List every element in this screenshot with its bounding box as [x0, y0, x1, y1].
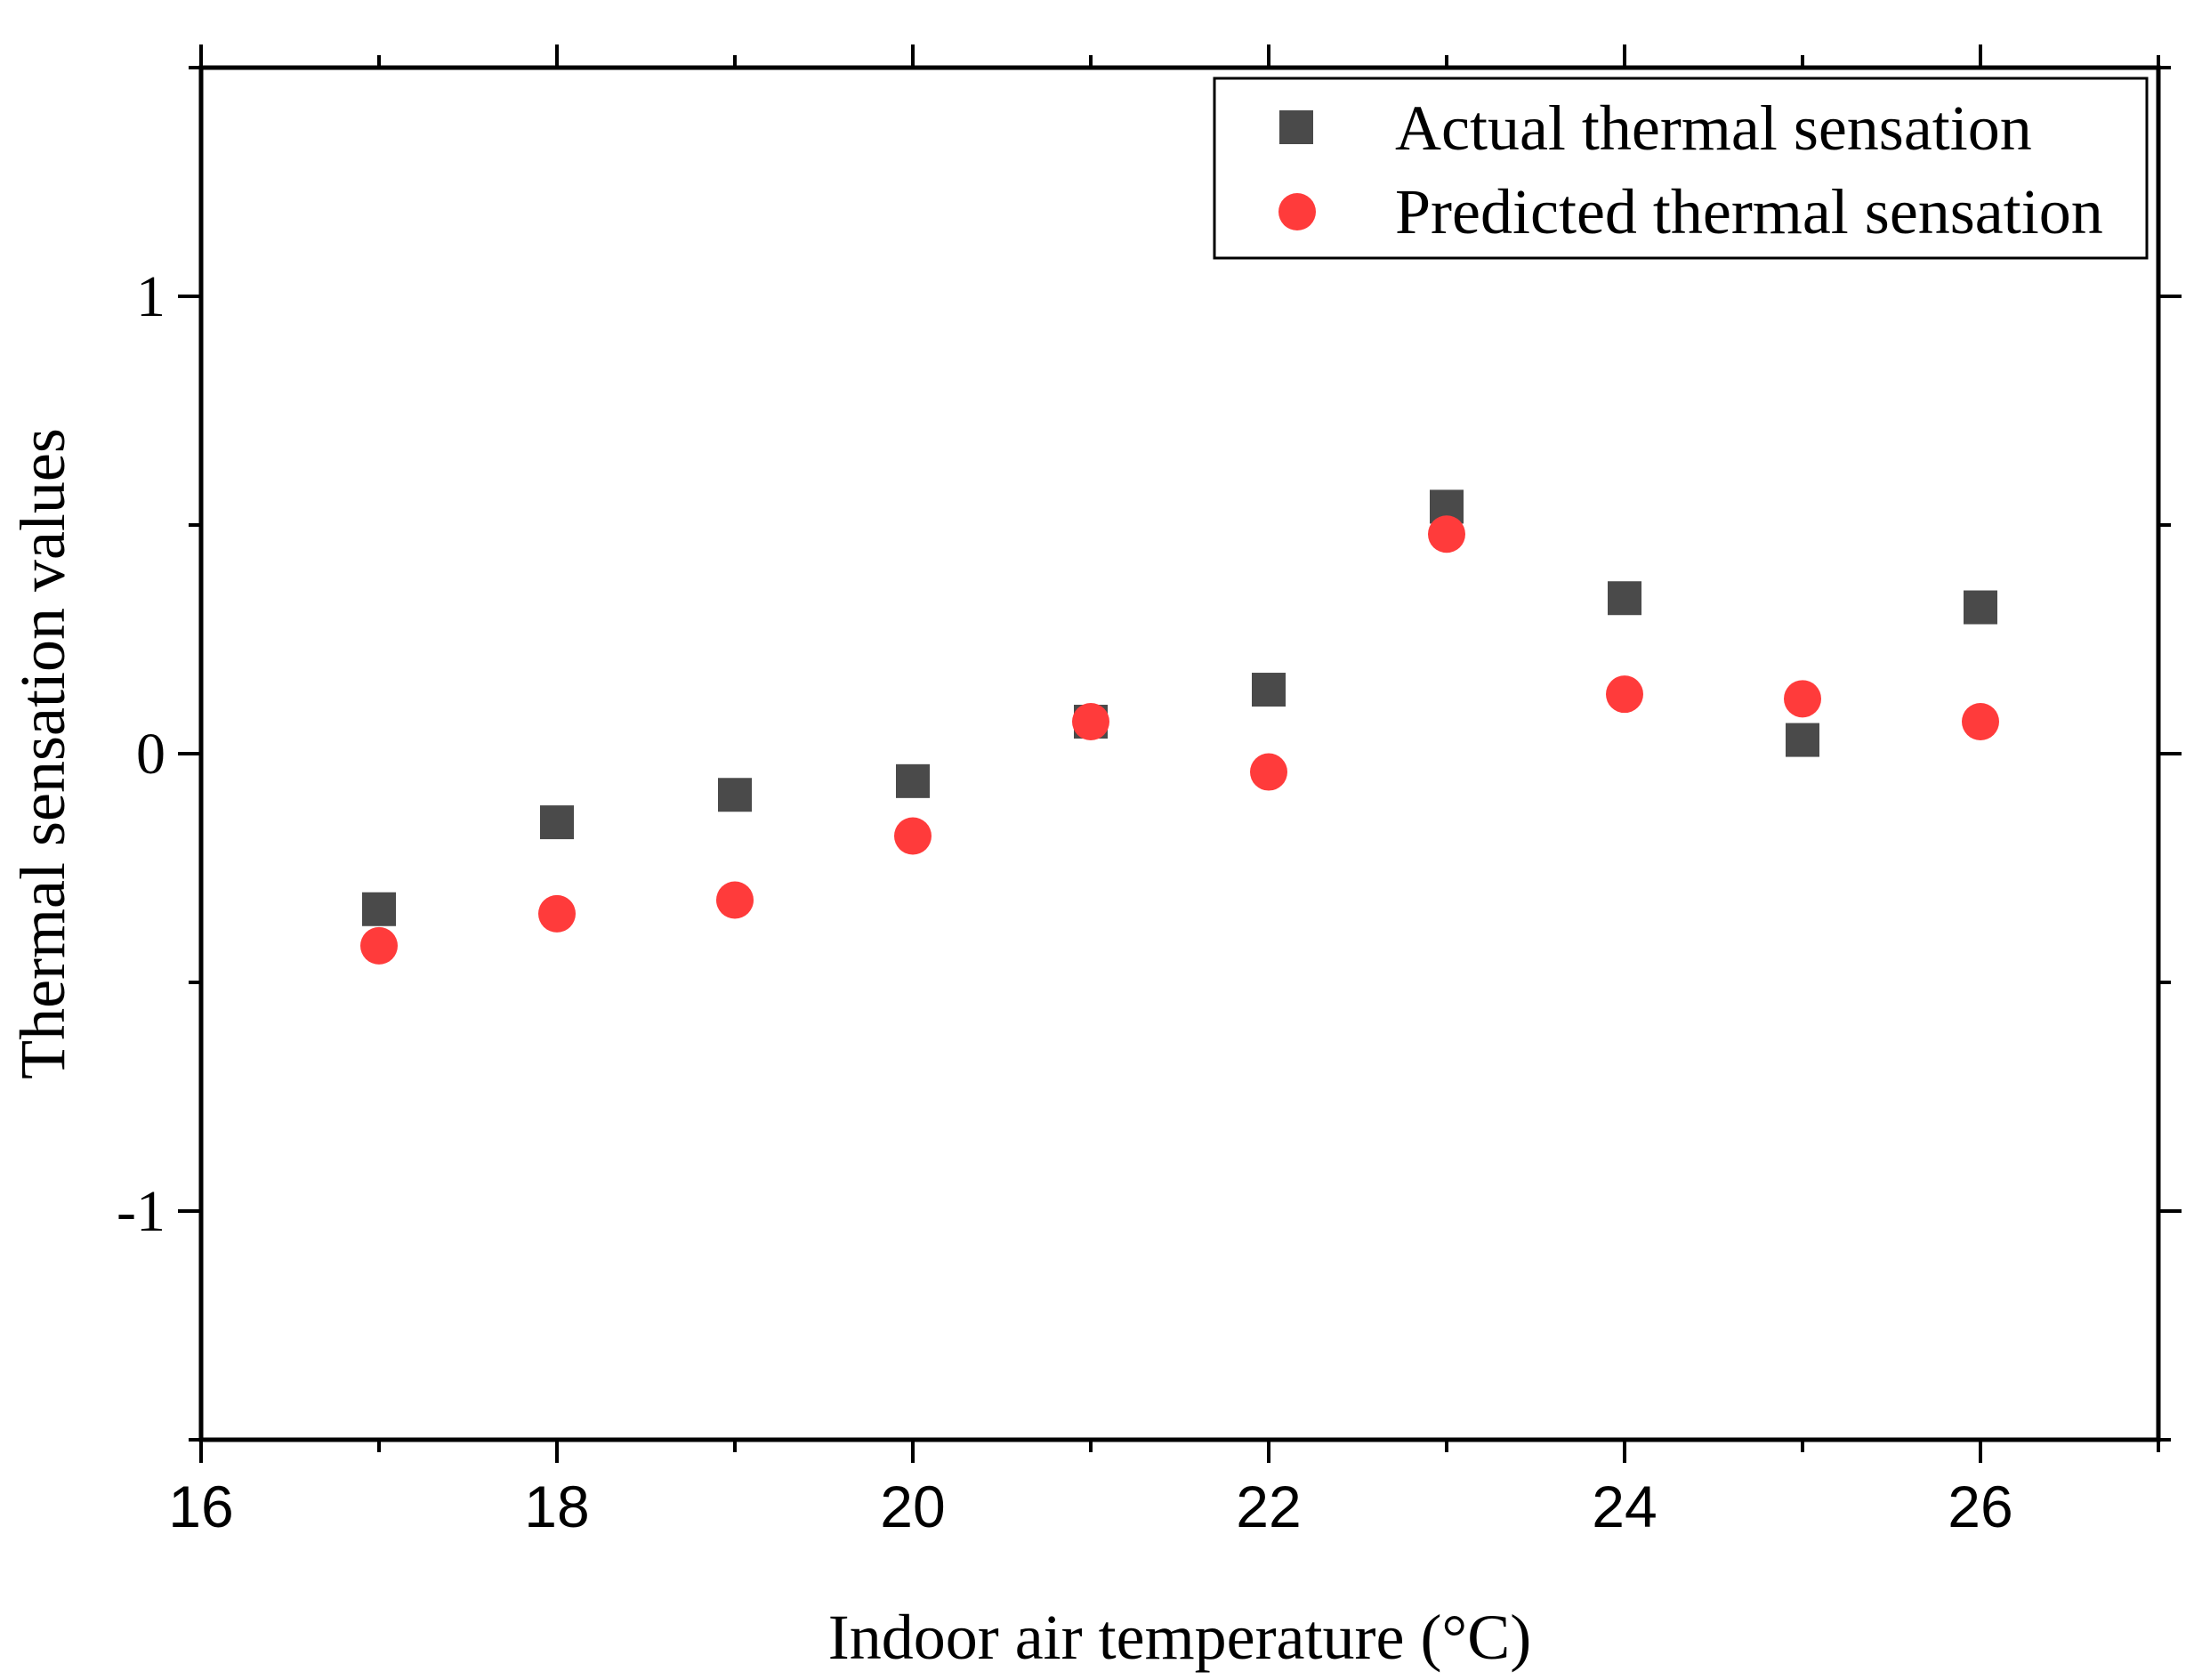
- legend: Actual thermal sensation Predicted therm…: [1213, 77, 2149, 260]
- y-tick-labels: 1 0 -1: [117, 264, 165, 1244]
- data-series: [360, 489, 1999, 965]
- legend-box: [1213, 77, 2149, 260]
- actual-point: [1608, 581, 1641, 616]
- actual-point: [1786, 723, 1819, 757]
- predicted-point: [538, 894, 576, 933]
- x-tick-label: 16: [168, 1474, 233, 1539]
- legend-label-predicted: Predicted thermal sensation: [1395, 176, 2103, 247]
- axis-ticks: [178, 44, 2182, 1463]
- y-tick-label: -1: [117, 1179, 165, 1244]
- actual-point: [362, 892, 396, 926]
- x-tick-label: 20: [880, 1474, 945, 1539]
- actual-point: [896, 763, 930, 798]
- legend-label-actual: Actual thermal sensation: [1395, 93, 2032, 164]
- x-tick-labels: 16 18 20 22 24 26: [168, 1474, 2012, 1539]
- x-tick-label: 22: [1236, 1474, 1301, 1539]
- y-tick-label: 1: [136, 264, 165, 329]
- predicted-point: [1784, 680, 1821, 718]
- x-axis-title: Indoor air temperature (°C): [828, 1602, 1531, 1673]
- y-tick-label: 0: [136, 722, 165, 787]
- predicted-point: [716, 881, 754, 919]
- actual-point: [718, 778, 752, 812]
- predicted-point: [1072, 703, 1109, 741]
- y-axis-title: Thermal sensation values: [7, 428, 78, 1079]
- actual-point: [1252, 673, 1286, 707]
- predicted-point: [1250, 753, 1287, 791]
- predicted-point: [360, 926, 398, 965]
- legend-marker-predicted: [1278, 193, 1316, 230]
- series-predicted: [360, 515, 1999, 965]
- x-tick-label: 24: [1592, 1474, 1657, 1539]
- predicted-point: [894, 817, 932, 855]
- predicted-point: [1962, 703, 1999, 741]
- actual-point: [540, 805, 574, 840]
- legend-marker-actual: [1279, 110, 1313, 144]
- x-tick-label: 26: [1948, 1474, 2012, 1539]
- predicted-point: [1428, 515, 1465, 553]
- x-tick-label: 18: [524, 1474, 589, 1539]
- actual-point: [1964, 590, 1997, 625]
- predicted-point: [1606, 675, 1643, 714]
